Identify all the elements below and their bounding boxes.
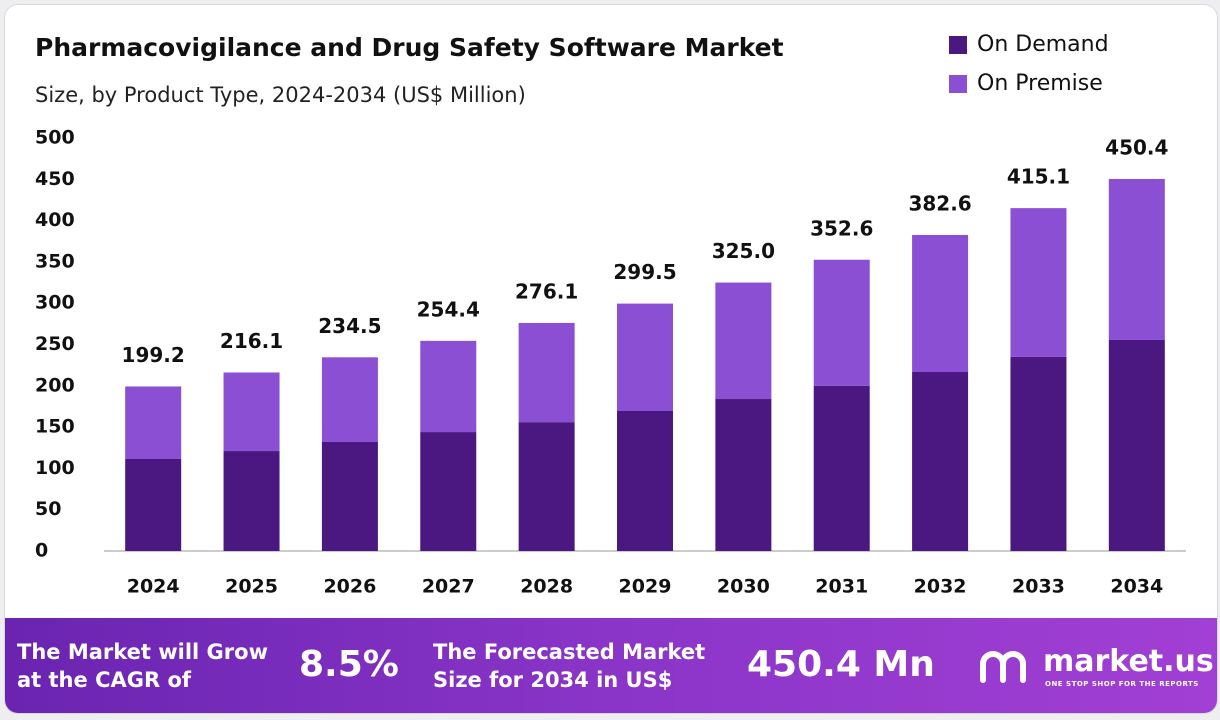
bar-segment <box>813 385 870 551</box>
x-tick-label: 2026 <box>323 576 376 598</box>
bar-segment <box>617 303 673 411</box>
legend-label: On Premise <box>977 71 1103 96</box>
x-tick-label: 2027 <box>422 576 475 598</box>
bar-segment <box>518 422 575 551</box>
bar-segment <box>321 441 378 551</box>
y-tick-label: 0 <box>35 540 48 562</box>
card: Pharmacovigilance and Drug Safety Softwa… <box>4 4 1218 714</box>
x-tick-label: 2030 <box>717 576 770 598</box>
bar-segment <box>518 322 575 423</box>
x-tick-label: 2031 <box>815 576 868 598</box>
bar-segment <box>813 259 870 386</box>
forecast-value: 450.4 Mn <box>747 644 935 685</box>
bar-segment <box>1108 339 1165 551</box>
legend-swatch <box>949 75 967 93</box>
x-tick-label: 2032 <box>914 576 967 598</box>
x-tick-label: 2025 <box>225 576 278 598</box>
chart-subtitle: Size, by Product Type, 2024-2034 (US$ Mi… <box>35 83 526 107</box>
bar-segment <box>912 372 969 551</box>
brand: market.us <box>1043 644 1214 679</box>
bar-segment <box>1010 356 1067 551</box>
x-tick-label: 2028 <box>520 576 573 598</box>
total-label: 325.0 <box>712 239 775 263</box>
bar-segment <box>125 386 182 459</box>
y-tick-label: 250 <box>35 333 75 355</box>
y-tick-label: 150 <box>35 416 75 438</box>
banner: The Market will Grow at the CAGR of 8.5% … <box>5 618 1217 713</box>
bar-segment <box>912 234 969 373</box>
tagline: ONE STOP SHOP FOR THE REPORTS <box>1045 680 1199 688</box>
total-label: 415.1 <box>1007 165 1070 189</box>
legend-swatch <box>949 36 967 54</box>
chart: Pharmacovigilance and Drug Safety Softwa… <box>35 32 1186 598</box>
total-label: 450.4 <box>1105 135 1168 159</box>
bar-segment <box>420 340 477 433</box>
y-tick-label: 450 <box>35 168 75 190</box>
cagr-text: The Market will Grow at the CAGR of <box>17 638 268 694</box>
forecast-text: The Forecasted Market Size for 2034 in US… <box>433 638 705 694</box>
line: The Market will Grow <box>17 640 268 664</box>
bar-segment <box>715 399 772 551</box>
bar-segment <box>617 410 673 551</box>
bar-segment <box>715 282 772 400</box>
y-tick-label: 400 <box>35 209 75 231</box>
chart-title: Pharmacovigilance and Drug Safety Softwa… <box>35 33 784 62</box>
total-label: 352.6 <box>810 216 873 240</box>
logo-icon <box>980 651 1026 683</box>
total-label: 216.1 <box>220 329 283 353</box>
total-label: 382.6 <box>908 191 971 215</box>
bar-segment <box>223 372 280 452</box>
total-label: 254.4 <box>417 297 480 321</box>
x-tick-label: 2029 <box>619 576 672 598</box>
total-label: 276.1 <box>515 279 578 303</box>
x-tick-label: 2024 <box>127 576 180 598</box>
total-label: 299.5 <box>613 260 676 284</box>
bar-segment <box>125 458 182 551</box>
bar-segment <box>1010 208 1067 357</box>
line: at the CAGR of <box>17 668 192 692</box>
x-tick-label: 2033 <box>1012 576 1065 598</box>
y-tick-label: 100 <box>35 457 75 479</box>
y-tick-label: 500 <box>35 127 75 149</box>
total-label: 199.2 <box>122 343 185 367</box>
y-tick-label: 300 <box>35 292 75 314</box>
cagr-value: 8.5% <box>299 644 399 685</box>
line: The Forecasted Market <box>433 640 706 664</box>
total-label: 234.5 <box>318 314 381 338</box>
y-tick-label: 200 <box>35 374 75 396</box>
bar-segment <box>321 357 378 442</box>
bar-segment <box>223 451 280 551</box>
x-tick-label: 2034 <box>1110 576 1163 598</box>
bar-segment <box>1108 178 1165 340</box>
legend-label: On Demand <box>977 32 1109 57</box>
line: Size for 2034 in US$ <box>433 668 673 692</box>
y-tick-label: 350 <box>35 250 75 272</box>
bar-segment <box>420 432 477 551</box>
y-tick-label: 50 <box>35 498 61 520</box>
